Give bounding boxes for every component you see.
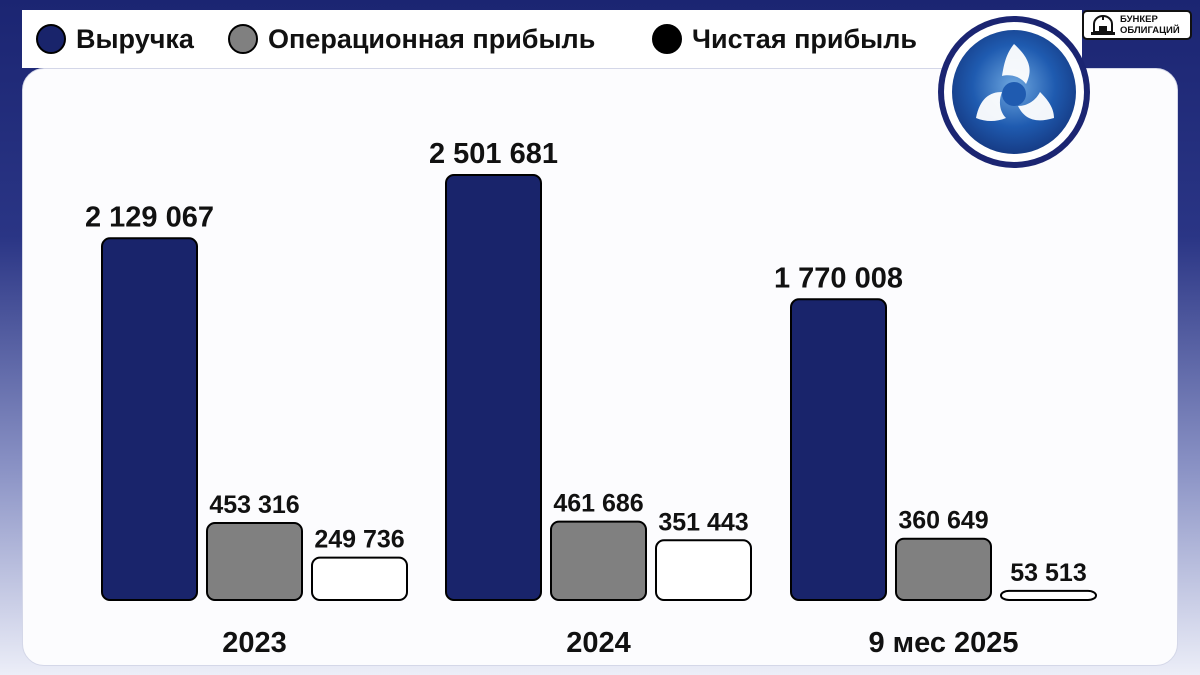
category-label-1: 2024 bbox=[566, 627, 631, 659]
brand-line-1: БУНКЕР bbox=[1120, 14, 1158, 25]
legend-item-revenue: Выручка bbox=[36, 22, 194, 56]
value-label-revenue-2: 1 770 008 bbox=[774, 262, 903, 294]
value-label-revenue-1: 2 501 681 bbox=[429, 138, 558, 170]
bar-operating-profit-2 bbox=[895, 537, 992, 602]
legend-label-operating-profit: Операционная прибыль bbox=[268, 23, 596, 54]
brand-name: БУНКЕР ОБЛИГАЦИЙ bbox=[1120, 14, 1180, 36]
legend-label-net-profit: Чистая прибыль bbox=[692, 23, 917, 54]
bar-revenue-2 bbox=[790, 298, 887, 601]
bar-net-profit-2 bbox=[1000, 589, 1097, 601]
legend-swatch-revenue bbox=[36, 24, 66, 54]
brand-line-2: ОБЛИГАЦИЙ bbox=[1120, 25, 1180, 36]
value-label-net-profit-1: 351 443 bbox=[658, 508, 748, 536]
value-label-operating-profit-1: 461 686 bbox=[553, 490, 643, 518]
legend-swatch-operating-profit bbox=[228, 24, 258, 54]
bar-revenue-0 bbox=[101, 237, 198, 601]
legend-label-revenue: Выручка bbox=[76, 23, 194, 54]
legend-item-net-profit: Чистая прибыль bbox=[652, 22, 917, 56]
value-label-operating-profit-0: 453 316 bbox=[209, 491, 299, 519]
value-label-net-profit-2: 53 513 bbox=[1010, 559, 1086, 587]
rosatom-logo-icon bbox=[938, 16, 1090, 168]
value-label-net-profit-0: 249 736 bbox=[314, 526, 404, 554]
bar-operating-profit-0 bbox=[206, 521, 303, 601]
bar-net-profit-1 bbox=[655, 539, 752, 602]
category-label-2: 9 мес 2025 bbox=[868, 627, 1018, 659]
legend-background bbox=[22, 10, 1082, 68]
legend-swatch-net-profit bbox=[652, 24, 682, 54]
bunker-icon bbox=[1091, 15, 1115, 35]
value-label-operating-profit-2: 360 649 bbox=[898, 507, 988, 535]
value-label-revenue-0: 2 129 067 bbox=[85, 201, 214, 233]
brand-badge: БУНКЕР ОБЛИГАЦИЙ bbox=[1082, 10, 1192, 40]
category-label-0: 2023 bbox=[222, 627, 287, 659]
bar-net-profit-0 bbox=[311, 556, 408, 602]
bar-operating-profit-1 bbox=[550, 520, 647, 601]
legend-item-operating-profit: Операционная прибыль bbox=[228, 22, 595, 56]
bar-revenue-1 bbox=[445, 174, 542, 601]
